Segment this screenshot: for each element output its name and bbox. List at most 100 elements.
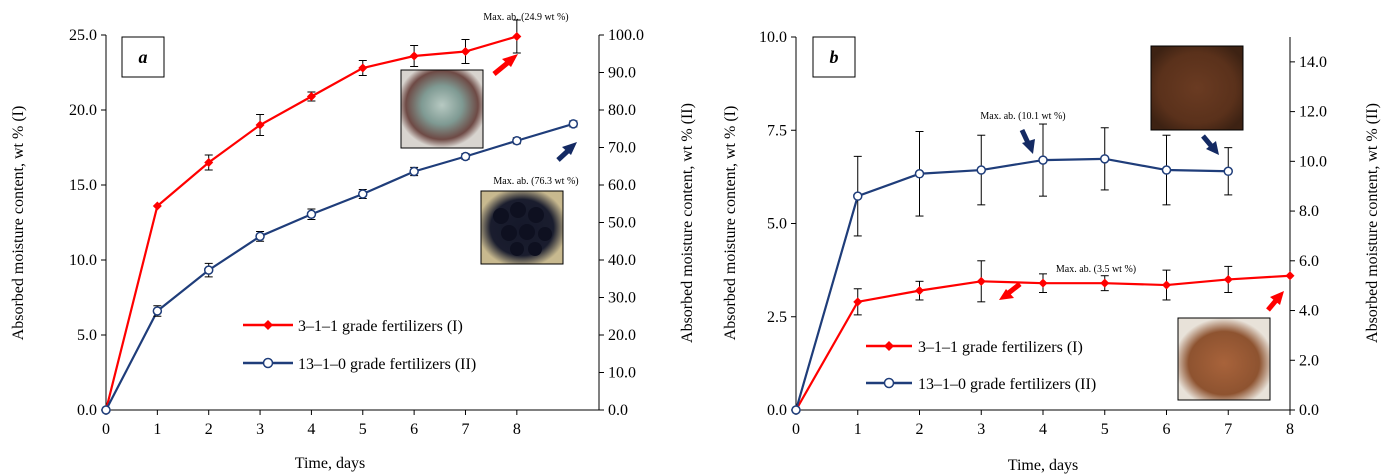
chart-a-series-line (105, 122, 574, 411)
chart-b-data-point (1223, 274, 1233, 284)
chart-b-left-tick-labels: 0.0 2.5 5.0 7.5 10.0 (759, 29, 796, 419)
chart-a-data-point (358, 63, 368, 73)
chart-a-legend-label-1310: 13–1–0 grade fertilizers (II) (298, 356, 476, 373)
chart-a-legend-item-1310: 13–1–0 grade fertilizers (II) (243, 356, 476, 373)
chart-b-right-tick-label: 0.0 (1299, 402, 1319, 419)
chart-a-data-point (101, 405, 111, 415)
chart-a-right-tick-label: 40.0 (608, 252, 636, 269)
chart-a-right-tick-label: 20.0 (608, 327, 636, 344)
chart-b-x-axis-title: Time, days (1008, 457, 1079, 474)
chart-b-data-point (853, 297, 863, 307)
chart-b-data-point (915, 286, 924, 296)
chart-b-annotation-max-1310: Max. ab. (10.1 wt %) (980, 111, 1065, 122)
chart-b-left-tick-label: 0.0 (767, 402, 787, 419)
chart-b-arrow-navy-right (1201, 134, 1219, 155)
chart-a-right-tick-label: 10.0 (608, 365, 636, 382)
chart-a-x-axis-title: Time, days (295, 455, 366, 472)
chart-a-x-tick-label: 5 (359, 421, 367, 438)
chart-a-x-tick-labels: 0 1 2 3 4 5 6 7 8 (102, 410, 521, 438)
chart-a-panel-label: a (139, 47, 148, 67)
chart-b-panel-label: b (830, 47, 839, 67)
chart-b-x-tick-label: 8 (1286, 421, 1294, 438)
chart-a-right-tick-label: 100.0 (608, 27, 644, 44)
chart-a-photo-311 (400, 69, 484, 149)
chart-a-data-point (255, 231, 265, 242)
chart-a-data-point (152, 306, 163, 316)
chart-a-data-point (204, 158, 214, 167)
chart-a-x-tick-label: 4 (307, 421, 315, 438)
chart-a-x-tick-label: 0 (102, 421, 110, 438)
chart-a-data-point (306, 92, 316, 101)
chart-a-left-tick-label: 10.0 (69, 252, 97, 269)
chart-b-annotation-max-311: Max. ab. (3.5 wt %) (1056, 264, 1136, 275)
chart-b-data-point (1223, 166, 1233, 177)
chart-a-arrow-navy (556, 142, 577, 162)
chart-b-x-tick-label: 4 (1039, 421, 1047, 438)
chart-b-right-axis-title: Absorbed moisture content, wt % (II) (1364, 103, 1381, 343)
chart-a-arrow-red (492, 54, 518, 76)
chart-b-data-point (1100, 154, 1110, 164)
chart-b-right-tick-label: 6.0 (1299, 253, 1319, 270)
chart-b: 0.0 2.5 5.0 7.5 10.0 0.0 2.0 4.0 6.0 8.0 10.0 12.0… (722, 29, 1381, 474)
chart-a-left-tick-label: 0.0 (77, 402, 97, 419)
chart-b-legend-item-311: 3–1–1 grade fertilizers (I) (866, 339, 1083, 356)
chart-b-left-tick-label: 7.5 (767, 122, 787, 139)
chart-b-left-axis-title: Absorbed moisture content, wt % (I) (722, 106, 739, 341)
chart-a-x-tick-label: 6 (410, 421, 418, 438)
chart-a-right-tick-label: 30.0 (608, 290, 636, 307)
chart-a-x-tick-label: 7 (461, 421, 469, 438)
chart-a-left-tick-label: 15.0 (69, 177, 97, 194)
chart-b-data-point (914, 169, 925, 179)
chart-b-left-tick-label: 5.0 (767, 216, 787, 233)
chart-b-right-tick-label: 10.0 (1299, 153, 1327, 170)
chart-a-annotation-max-1310: Max. ab. (76.3 wt %) (493, 176, 578, 187)
chart-a-left-tick-label: 25.0 (69, 27, 97, 44)
chart-a-panel-label-box: a (121, 36, 165, 78)
chart-a-data-point (568, 119, 579, 129)
chart-a-left-axis-title: Absorbed moisture content, wt % (I) (10, 106, 27, 341)
chart-a-series-311 (101, 19, 522, 415)
chart-a-data-point (255, 120, 265, 130)
chart-a-legend: 3–1–1 grade fertilizers (I) 13–1–0 grade… (243, 318, 476, 373)
chart-a-data-point (512, 136, 522, 146)
chart-b-data-point (1038, 278, 1048, 288)
chart-b-data-point (1100, 278, 1110, 288)
chart-b-x-tick-labels: 0 1 2 3 4 5 6 7 8 (792, 410, 1294, 438)
chart-a-x-tick-label: 8 (513, 421, 521, 438)
chart-b-left-tick-label: 10.0 (759, 29, 787, 46)
chart-a-photo-1310 (480, 190, 564, 265)
chart-a-left-tick-labels: 0.0 5.0 10.0 15.0 20.0 25.0 (69, 27, 106, 419)
chart-b-x-tick-label: 2 (916, 421, 924, 438)
chart-a-right-tick-label: 50.0 (608, 215, 636, 232)
chart-b-x-tick-label: 1 (854, 421, 862, 438)
chart-b-photo-light-brown (1177, 317, 1271, 401)
chart-b-legend-item-1310: 13–1–0 grade fertilizers (II) (866, 376, 1096, 393)
chart-b-legend-label-311: 3–1–1 grade fertilizers (I) (918, 339, 1083, 356)
chart-b-x-tick-label: 6 (1163, 421, 1171, 438)
chart-a-legend-label-311: 3–1–1 grade fertilizers (I) (298, 318, 463, 335)
chart-b-legend: 3–1–1 grade fertilizers (I) 13–1–0 grade… (866, 339, 1096, 393)
chart-a-x-tick-label: 2 (205, 421, 213, 438)
chart-a-right-tick-label: 70.0 (608, 140, 636, 157)
chart-a-data-point (358, 189, 368, 199)
chart-b-right-tick-label: 12.0 (1299, 104, 1327, 121)
chart-a-annotation-max-311: Max. ab. (24.9 wt %) (483, 12, 568, 23)
chart-a-data-point (152, 201, 162, 211)
chart-b-data-point (853, 191, 863, 201)
chart-a-right-tick-label: 90.0 (608, 65, 636, 82)
chart-b-photo-brown (1150, 45, 1244, 131)
chart-b-series-line (794, 157, 1229, 411)
chart-b-data-point (791, 405, 801, 415)
chart-b-series-1310 (791, 123, 1233, 415)
chart-b-x-tick-label: 3 (977, 421, 985, 438)
chart-a-left-tick-label: 5.0 (77, 327, 97, 344)
chart-a-legend-item-311: 3–1–1 grade fertilizers (I) (243, 318, 463, 335)
chart-b-x-tick-label: 5 (1101, 421, 1109, 438)
chart-b-data-point (1038, 155, 1048, 165)
chart-a-right-tick-label: 0.0 (608, 402, 628, 419)
chart-b-data-point (1285, 271, 1295, 281)
chart-a-series-layer (101, 19, 579, 415)
chart-a-data-point (460, 151, 471, 162)
chart-b-data-point (1162, 280, 1171, 290)
